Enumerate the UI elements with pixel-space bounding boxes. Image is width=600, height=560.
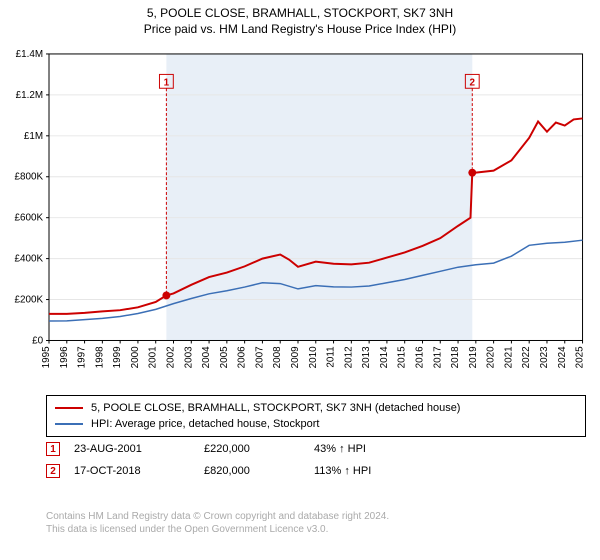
annotation-marker-icon: 1 [46,442,60,456]
x-axis-label: 2014 [379,346,390,368]
x-axis-label: 2018 [450,346,461,368]
y-axis-label: £0 [32,335,43,346]
footer-line: This data is licensed under the Open Gov… [46,523,389,536]
x-axis-label: 2005 [219,346,230,368]
x-axis-label: 2009 [290,346,301,368]
y-axis-label: £600K [15,213,44,224]
y-axis-label: £1M [24,131,43,142]
chart-title-address: 5, POOLE CLOSE, BRAMHALL, STOCKPORT, SK7… [0,6,600,20]
annotation-price: £820,000 [204,465,314,477]
annotation-row: 1 23-AUG-2001 £220,000 43% ↑ HPI [46,438,586,460]
x-axis-label: 2025 [575,346,586,368]
chart-title-sub: Price paid vs. HM Land Registry's House … [0,22,600,36]
transaction-annotations: 1 23-AUG-2001 £220,000 43% ↑ HPI 2 17-OC… [46,438,586,482]
x-axis-label: 2017 [432,346,443,368]
x-axis-label: 2015 [397,346,408,368]
legend-item: HPI: Average price, detached house, Stoc… [55,416,577,432]
x-axis-label: 1997 [77,346,88,368]
x-axis-label: 1996 [59,346,70,368]
x-axis-label: 1995 [41,346,52,368]
x-axis-label: 2022 [521,346,532,368]
y-axis-label: £1.4M [16,50,43,60]
annotation-date: 17-OCT-2018 [74,465,204,477]
copyright-footer: Contains HM Land Registry data © Crown c… [46,510,389,536]
data-point-icon [468,169,476,177]
x-axis-label: 2020 [486,346,497,368]
y-axis-label: £1.2M [16,90,43,101]
x-axis-label: 2012 [343,346,354,368]
x-axis-label: 1998 [94,346,105,368]
legend-label: 5, POOLE CLOSE, BRAMHALL, STOCKPORT, SK7… [91,402,460,414]
x-axis-label: 2008 [272,346,283,368]
x-axis-label: 2016 [414,346,425,368]
y-axis-label: £800K [15,172,44,183]
x-axis-label: 2011 [326,346,337,368]
chart-legend: 5, POOLE CLOSE, BRAMHALL, STOCKPORT, SK7… [46,395,586,437]
annotation-pct: 43% ↑ HPI [314,443,444,455]
y-axis-label: £400K [15,254,44,265]
legend-label: HPI: Average price, detached house, Stoc… [91,418,320,430]
x-axis-label: 2000 [130,346,141,368]
legend-swatch-icon [55,423,83,425]
x-axis-label: 2002 [165,346,176,368]
x-axis-label: 2001 [148,346,159,368]
footer-line: Contains HM Land Registry data © Crown c… [46,510,389,523]
annotation-price: £220,000 [204,443,314,455]
x-axis-label: 2004 [201,346,212,368]
x-axis-label: 2024 [557,346,568,368]
data-point-icon [162,292,170,300]
x-axis-label: 2019 [468,346,479,368]
x-axis-label: 2021 [503,346,514,368]
annotation-date: 23-AUG-2001 [74,443,204,455]
x-axis-label: 2013 [361,346,372,368]
annotation-row: 2 17-OCT-2018 £820,000 113% ↑ HPI [46,460,586,482]
x-axis-label: 1999 [112,346,123,368]
x-axis-label: 2010 [308,346,319,368]
legend-item: 5, POOLE CLOSE, BRAMHALL, STOCKPORT, SK7… [55,400,577,416]
x-axis-label: 2006 [237,346,248,368]
x-axis-label: 2003 [183,346,194,368]
price-chart: £0 £200K £400K £600K £800K £1M £1.2M £1.4M 1995 1… [2,50,592,380]
x-axis-label: 2007 [254,346,265,368]
annotation-marker-icon: 2 [46,464,60,478]
annotation-pct: 113% ↑ HPI [314,465,444,477]
x-axis-label: 2023 [539,346,550,368]
marker-number: 2 [470,77,476,88]
legend-swatch-icon [55,407,83,409]
y-axis-label: £200K [15,295,44,306]
marker-number: 1 [164,77,170,88]
